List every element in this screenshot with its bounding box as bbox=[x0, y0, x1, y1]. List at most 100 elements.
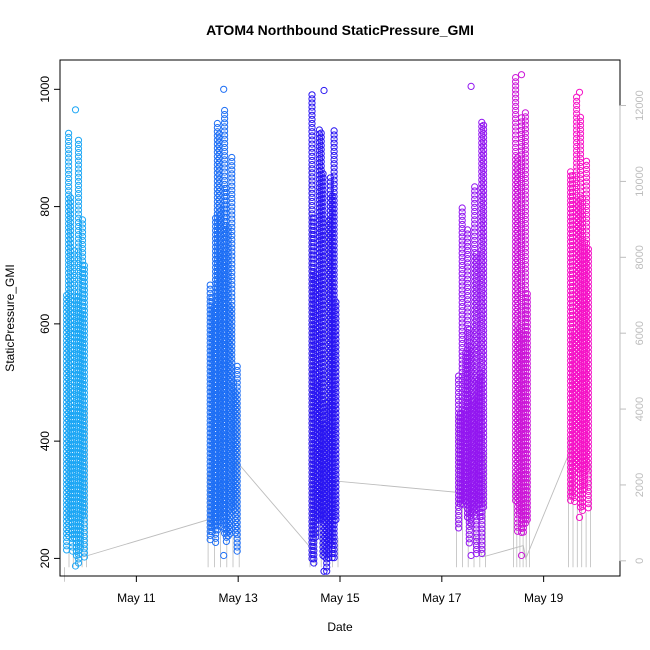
data-point bbox=[80, 483, 89, 491]
data-point bbox=[332, 417, 340, 425]
data-point bbox=[228, 277, 236, 285]
data-point bbox=[221, 123, 229, 131]
data-point bbox=[228, 166, 236, 174]
data-point bbox=[80, 500, 89, 508]
data-point bbox=[480, 458, 488, 466]
data-point bbox=[480, 244, 488, 252]
data-point bbox=[578, 207, 587, 215]
data-point bbox=[471, 224, 479, 232]
data-point bbox=[332, 434, 340, 442]
data-point bbox=[523, 433, 531, 442]
data-point bbox=[332, 491, 340, 499]
data-point bbox=[478, 529, 486, 537]
data-point bbox=[80, 348, 89, 356]
data-point bbox=[480, 187, 488, 195]
data-point bbox=[330, 287, 338, 295]
data-point bbox=[308, 95, 316, 103]
data-point bbox=[480, 273, 488, 281]
data-point bbox=[326, 186, 334, 194]
series-4 bbox=[512, 71, 531, 560]
data-point bbox=[480, 491, 488, 499]
data-point bbox=[512, 98, 520, 106]
data-point bbox=[206, 285, 214, 293]
data-point bbox=[576, 130, 585, 138]
data-point bbox=[330, 217, 338, 225]
data-point bbox=[65, 154, 73, 162]
data-point bbox=[480, 409, 488, 417]
data-point bbox=[521, 519, 530, 527]
data-point bbox=[573, 175, 581, 183]
data-point bbox=[467, 520, 475, 528]
data-point bbox=[480, 384, 488, 392]
data-point bbox=[332, 454, 340, 462]
data-point bbox=[332, 351, 340, 360]
data-point bbox=[67, 210, 75, 218]
data-point bbox=[319, 178, 327, 186]
data-point bbox=[480, 478, 488, 486]
data-point bbox=[523, 355, 531, 364]
data-point bbox=[573, 122, 581, 130]
data-point bbox=[233, 469, 241, 477]
data-point bbox=[523, 323, 531, 331]
data-point bbox=[80, 446, 89, 454]
data-point bbox=[317, 150, 325, 158]
data-point bbox=[332, 376, 340, 384]
data-point bbox=[221, 127, 229, 135]
data-point bbox=[319, 186, 327, 194]
data-point bbox=[480, 437, 488, 445]
data-point bbox=[512, 102, 520, 111]
data-point bbox=[228, 178, 236, 186]
data-point bbox=[582, 219, 591, 227]
data-point bbox=[233, 387, 241, 395]
data-point bbox=[512, 90, 520, 98]
data-point bbox=[480, 138, 488, 146]
data-point bbox=[228, 350, 236, 359]
data-point bbox=[317, 166, 325, 174]
data-point bbox=[471, 212, 479, 220]
data-point bbox=[580, 481, 589, 489]
data-point bbox=[582, 190, 591, 198]
data-point bbox=[478, 521, 486, 529]
data-point bbox=[228, 190, 236, 198]
data-point bbox=[480, 269, 488, 277]
data-point bbox=[228, 355, 236, 363]
data-point bbox=[480, 220, 488, 228]
data-point bbox=[80, 405, 89, 413]
data-point bbox=[233, 539, 241, 547]
data-point bbox=[480, 302, 488, 310]
data-point bbox=[70, 276, 79, 284]
data-point bbox=[332, 458, 340, 466]
data-point bbox=[578, 231, 587, 240]
data-point bbox=[521, 265, 530, 273]
data-point bbox=[472, 348, 480, 357]
data-point bbox=[478, 533, 486, 541]
data-point bbox=[465, 539, 473, 547]
data-point bbox=[80, 331, 89, 339]
data-point bbox=[70, 271, 79, 280]
data-point bbox=[512, 82, 520, 90]
data-point bbox=[521, 207, 530, 215]
data-point bbox=[65, 183, 73, 191]
data-point bbox=[67, 255, 75, 263]
data-point bbox=[521, 170, 530, 178]
data-point bbox=[332, 372, 340, 380]
data-point bbox=[521, 129, 530, 137]
data-point bbox=[582, 198, 591, 206]
data-point bbox=[228, 256, 236, 264]
data-point bbox=[480, 450, 488, 458]
data-point bbox=[80, 290, 89, 298]
data-point bbox=[226, 517, 234, 525]
data-point bbox=[472, 369, 480, 377]
data-point bbox=[74, 243, 83, 251]
data-point bbox=[230, 378, 238, 386]
data-point bbox=[472, 299, 480, 307]
data-point bbox=[455, 524, 463, 532]
data-point bbox=[480, 487, 488, 495]
data-point bbox=[80, 311, 89, 319]
data-point bbox=[478, 541, 486, 549]
data-point bbox=[472, 279, 480, 287]
data-point bbox=[233, 399, 241, 407]
data-point bbox=[567, 168, 575, 176]
data-point bbox=[308, 189, 316, 197]
